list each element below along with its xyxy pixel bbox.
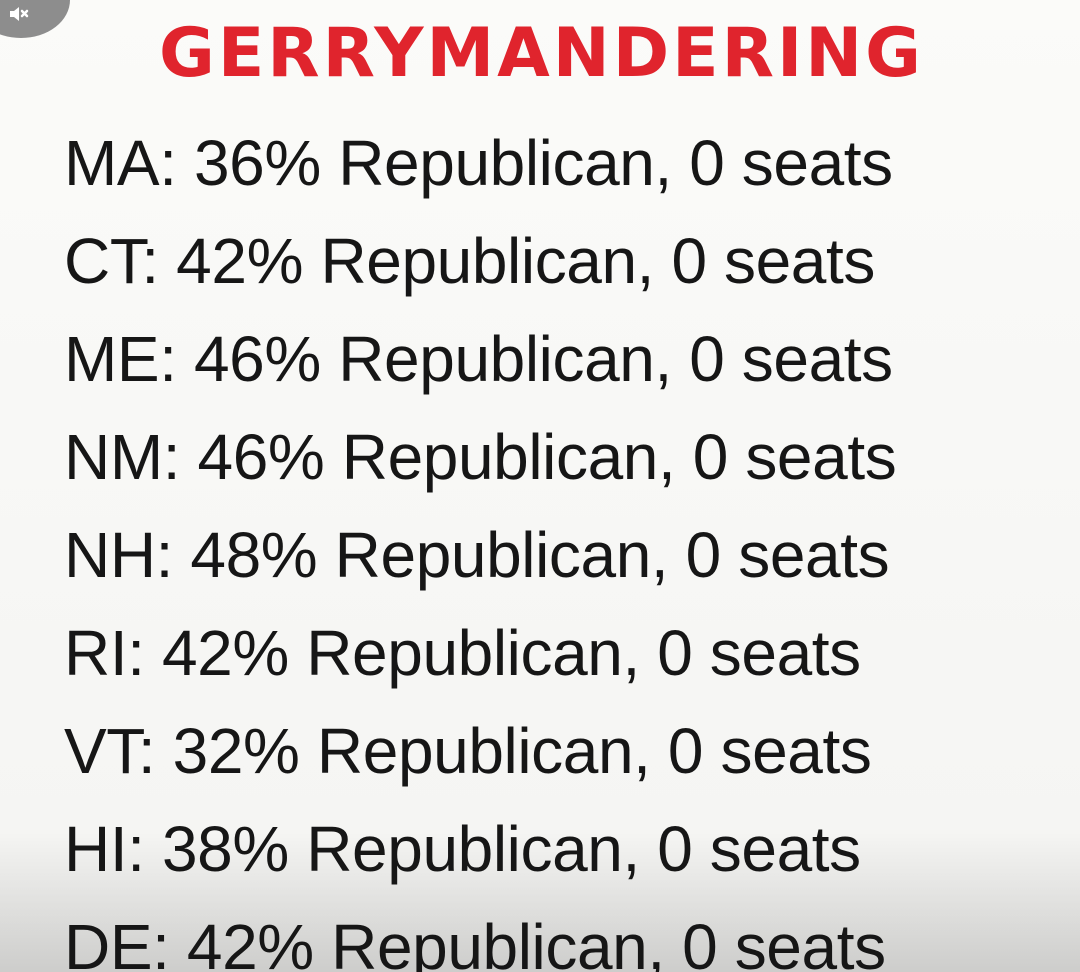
page-title: GERRYMANDERING [159, 14, 924, 93]
state-result-vt: VT: 32% Republican, 0 seats [64, 715, 872, 787]
mute-toggle-button[interactable] [0, 0, 70, 38]
state-result-ri: RI: 42% Republican, 0 seats [64, 617, 861, 689]
state-result-de: DE: 42% Republican, 0 seats [64, 911, 886, 972]
state-result-ma: MA: 36% Republican, 0 seats [64, 127, 893, 199]
state-result-nh: NH: 48% Republican, 0 seats [64, 519, 890, 591]
state-result-ct: CT: 42% Republican, 0 seats [64, 225, 875, 297]
state-results-list: MA: 36% Republican, 0 seats CT: 42% Repu… [64, 114, 1024, 972]
state-result-nm: NM: 46% Republican, 0 seats [64, 421, 897, 493]
state-result-hi: HI: 38% Republican, 0 seats [64, 813, 861, 885]
state-result-me: ME: 46% Republican, 0 seats [64, 323, 893, 395]
